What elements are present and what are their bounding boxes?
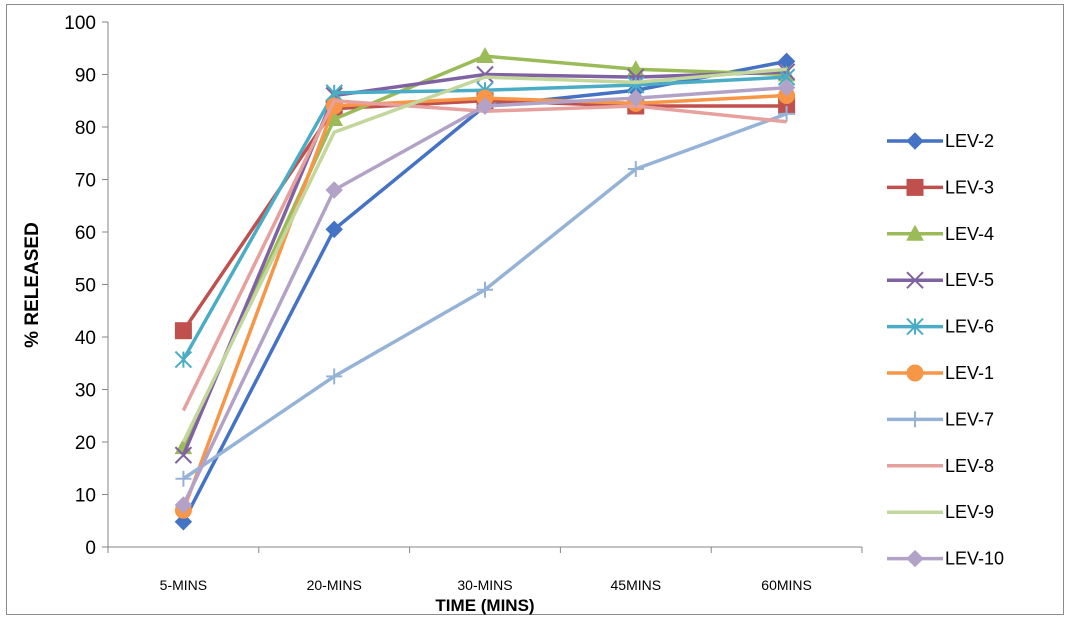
legend-label: LEV-6: [945, 317, 994, 337]
x-tick-label: 20-MINS: [307, 577, 362, 593]
legend-marker: [906, 364, 924, 382]
data-point: [174, 322, 192, 340]
data-point: [326, 368, 343, 385]
legend-item: LEV-6: [887, 317, 994, 337]
y-tick-label: 20: [75, 433, 96, 454]
series-lev-9: [181, 67, 787, 443]
data-point: [174, 496, 193, 514]
series-lev-1: [174, 87, 796, 519]
legend-marker: [906, 271, 924, 289]
y-tick-label: 90: [75, 66, 96, 87]
y-tick-label: 30: [75, 381, 96, 402]
data-point: [476, 47, 494, 64]
legend-label: LEV-7: [945, 409, 994, 429]
y-tick-label: 0: [85, 538, 96, 559]
y-axis: 0 10 20 30 40 50 60 70 80 90 100: [64, 13, 109, 559]
y-tick-label: 10: [75, 486, 96, 507]
legend-marker: [907, 411, 923, 428]
data-point: [477, 281, 493, 298]
y-tick-label: 80: [75, 118, 96, 139]
x-axis-title: TIME (MINS): [435, 596, 534, 615]
data-point: [325, 220, 343, 239]
legend-item: LEV-10: [887, 549, 1004, 569]
series-line: [181, 54, 787, 448]
legend-item: LEV-8: [887, 456, 994, 476]
legend-label: LEV-1: [945, 363, 994, 383]
data-point: [174, 350, 193, 369]
data-point: [476, 97, 494, 115]
x-tick-label: 60MINS: [761, 577, 812, 593]
legend-item: LEV-3: [887, 177, 994, 197]
legend-item: LEV-5: [887, 270, 994, 290]
data-point: [325, 181, 343, 199]
legend-label: LEV-4: [945, 224, 994, 244]
data-point: [627, 161, 644, 177]
legend-marker: [906, 549, 924, 568]
data-point: [627, 89, 645, 107]
data-point: [777, 78, 796, 97]
y-axis-title: % RELEASED: [22, 222, 43, 348]
legend-label: LEV-10: [945, 549, 1004, 569]
x-axis: 5-MINS 20-MINS 30-MINS 45MINS 60MINS: [107, 546, 863, 593]
x-tick-label: 30-MINS: [457, 577, 512, 593]
legend-marker: [906, 317, 924, 336]
y-tick-label: 40: [75, 328, 96, 349]
legend-item: LEV-9: [887, 502, 994, 522]
legend-item: LEV-4: [887, 224, 994, 244]
legend-marker: [906, 224, 924, 241]
legend-label: LEV-5: [945, 270, 994, 290]
legend-marker: [906, 178, 924, 196]
legend-item: LEV-1: [887, 363, 994, 383]
series-line: [181, 67, 787, 443]
plot-area: [174, 47, 796, 531]
y-tick-label: 100: [64, 13, 96, 34]
legend-label: LEV-2: [945, 131, 994, 151]
data-point: [778, 105, 795, 122]
legend-item: LEV-2: [887, 131, 994, 151]
data-point: [174, 446, 193, 464]
y-tick-label: 70: [75, 171, 96, 192]
y-tick-label: 50: [75, 276, 96, 297]
legend-item: LEV-7: [887, 409, 994, 429]
legend-label: LEV-9: [945, 502, 994, 522]
data-point: [175, 470, 192, 487]
data-point: [174, 513, 193, 531]
series-line: [181, 93, 787, 511]
y-tick-label: 60: [75, 223, 96, 244]
legend-label: LEV-8: [945, 456, 994, 476]
x-tick-label: 5-MINS: [160, 577, 207, 593]
x-tick-label: 45MINS: [611, 577, 662, 593]
series-lev-3: [174, 92, 796, 340]
legend-label: LEV-3: [945, 177, 994, 197]
series-lev-7: [175, 105, 795, 487]
legend-marker: [906, 132, 924, 150]
series-lev-10: [174, 78, 796, 514]
legend: LEV-2 LEV-3 LEV-4 LEV-5 LEV-6 LEV-1 LEV-7 LEV-8…: [887, 131, 1004, 569]
